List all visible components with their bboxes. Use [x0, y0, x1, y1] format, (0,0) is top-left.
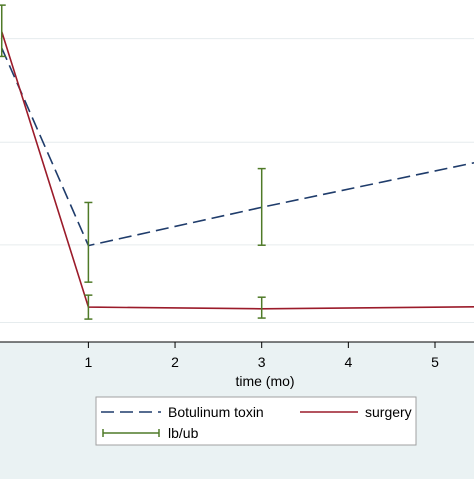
x-tick-label-4: 5: [431, 354, 439, 370]
x-tick-label-2: 3: [258, 354, 266, 370]
x-tick-label-0: 1: [84, 354, 92, 370]
legend-box: [95, 396, 417, 446]
legend-label-botulinum: Botulinum toxin: [168, 404, 264, 420]
legend-label-surgery: surgery: [365, 404, 412, 420]
series-layer: [0, 31, 474, 310]
plot-area: [0, 0, 474, 342]
legend-label-lbub: lb/ub: [168, 425, 199, 441]
legend: Botulinum toxin surgery lb/ub: [95, 396, 417, 446]
x-tick-label-3: 4: [344, 354, 352, 370]
gridlines: [0, 38, 474, 324]
x-axis-label: time (mo): [235, 373, 294, 389]
x-tick-label-1: 2: [171, 354, 179, 370]
series-line-1: [0, 31, 474, 310]
error-bars: [0, 4, 266, 320]
x-axis: 1 2 3 4 5: [0, 341, 474, 370]
series-line-0: [0, 47, 474, 247]
